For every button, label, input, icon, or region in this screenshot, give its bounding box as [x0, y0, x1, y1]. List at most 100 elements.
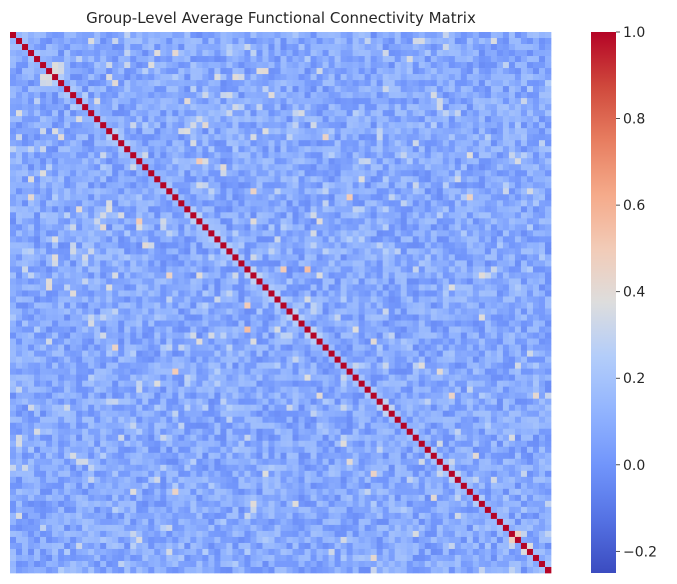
heatmap-cell	[124, 284, 131, 291]
heatmap-cell	[16, 272, 23, 279]
heatmap-cell	[430, 218, 438, 225]
heatmap-cell	[100, 152, 107, 159]
heatmap-cell	[298, 224, 305, 231]
heatmap-cell	[520, 62, 528, 69]
heatmap-cell	[232, 248, 239, 255]
heatmap-cell	[64, 356, 71, 363]
heatmap-cell	[382, 110, 390, 117]
heatmap-cell	[196, 266, 203, 273]
heatmap-cell	[406, 302, 414, 309]
heatmap-cell	[430, 104, 438, 111]
heatmap-cell	[340, 110, 347, 117]
heatmap-cell	[478, 122, 486, 129]
heatmap-cell	[178, 92, 185, 99]
heatmap-cell	[274, 224, 281, 231]
heatmap-cell	[340, 200, 347, 207]
heatmap-cell	[394, 350, 402, 357]
heatmap-cell	[10, 170, 17, 177]
heatmap-cell	[334, 134, 341, 141]
heatmap-cell	[112, 296, 119, 303]
heatmap-cell	[340, 50, 347, 57]
heatmap-cell	[70, 116, 77, 123]
heatmap-cell	[472, 50, 480, 57]
heatmap-cell	[244, 296, 251, 303]
heatmap-cell	[298, 236, 305, 243]
heatmap-cell	[400, 218, 408, 225]
heatmap-cell	[256, 44, 263, 51]
heatmap-cell	[358, 308, 366, 315]
heatmap-cell	[442, 302, 450, 309]
heatmap-cell	[370, 164, 378, 171]
heatmap-cell	[298, 98, 305, 105]
heatmap-cell	[70, 308, 77, 315]
heatmap-cell	[40, 182, 47, 189]
heatmap-cell	[448, 314, 456, 321]
heatmap-cell	[106, 80, 113, 87]
heatmap-cell	[52, 44, 59, 51]
heatmap-cell	[478, 32, 486, 39]
heatmap-cell	[124, 278, 131, 285]
heatmap-cell	[334, 110, 341, 117]
heatmap-cell	[136, 188, 143, 195]
heatmap-cell	[34, 230, 41, 237]
heatmap-cell	[202, 206, 209, 213]
heatmap-cell	[244, 206, 251, 213]
heatmap-cell	[490, 206, 498, 213]
heatmap-cell	[142, 254, 149, 261]
heatmap-cell	[394, 140, 402, 147]
heatmap-cell	[232, 296, 239, 303]
heatmap-cell	[352, 296, 359, 303]
heatmap-cell	[118, 104, 125, 111]
heatmap-cell	[46, 332, 53, 339]
heatmap-cell	[250, 350, 257, 357]
heatmap-cell	[424, 314, 432, 321]
heatmap-cell	[28, 152, 35, 159]
heatmap-cell	[130, 302, 137, 309]
heatmap-cell	[244, 188, 251, 195]
heatmap-cell	[400, 302, 408, 309]
heatmap-cell	[394, 158, 402, 165]
heatmap-cell	[88, 290, 95, 297]
heatmap-cell	[106, 170, 113, 177]
heatmap-cell	[46, 254, 53, 261]
heatmap-cell	[94, 86, 101, 93]
heatmap-cell	[286, 236, 293, 243]
heatmap-cell	[262, 176, 269, 183]
heatmap-cell	[130, 134, 137, 141]
heatmap-cell	[256, 218, 263, 225]
heatmap-cell	[88, 206, 95, 213]
heatmap-cell	[544, 332, 552, 339]
heatmap-cell	[292, 248, 299, 255]
heatmap-cell	[418, 176, 426, 183]
heatmap-cell	[292, 92, 299, 99]
heatmap-cell	[244, 50, 251, 57]
heatmap-cell	[130, 152, 137, 159]
heatmap-cell	[76, 308, 83, 315]
heatmap-cell	[340, 98, 347, 105]
heatmap-cell	[130, 146, 137, 153]
heatmap-cell	[124, 266, 131, 273]
heatmap-cell	[376, 170, 384, 177]
heatmap-cell	[208, 176, 215, 183]
heatmap-cell	[526, 212, 534, 219]
heatmap-cell	[196, 152, 203, 159]
heatmap-cell	[178, 146, 185, 153]
heatmap-cell	[514, 224, 522, 231]
heatmap-cell	[394, 128, 402, 135]
heatmap-cell	[514, 308, 522, 315]
heatmap-cell	[34, 344, 41, 351]
heatmap-cell	[10, 242, 17, 249]
heatmap-cell	[388, 152, 396, 159]
heatmap-cell	[514, 248, 522, 255]
heatmap-cell	[76, 188, 83, 195]
heatmap-cell	[256, 296, 263, 303]
heatmap-cell	[28, 296, 35, 303]
heatmap-cell	[514, 200, 522, 207]
heatmap-cell	[490, 266, 498, 273]
heatmap-cell	[490, 326, 498, 333]
heatmap-cell	[34, 362, 41, 369]
heatmap-cell	[310, 212, 317, 219]
heatmap-cell	[46, 68, 53, 75]
heatmap-cell	[220, 152, 227, 159]
heatmap-cell	[352, 176, 359, 183]
